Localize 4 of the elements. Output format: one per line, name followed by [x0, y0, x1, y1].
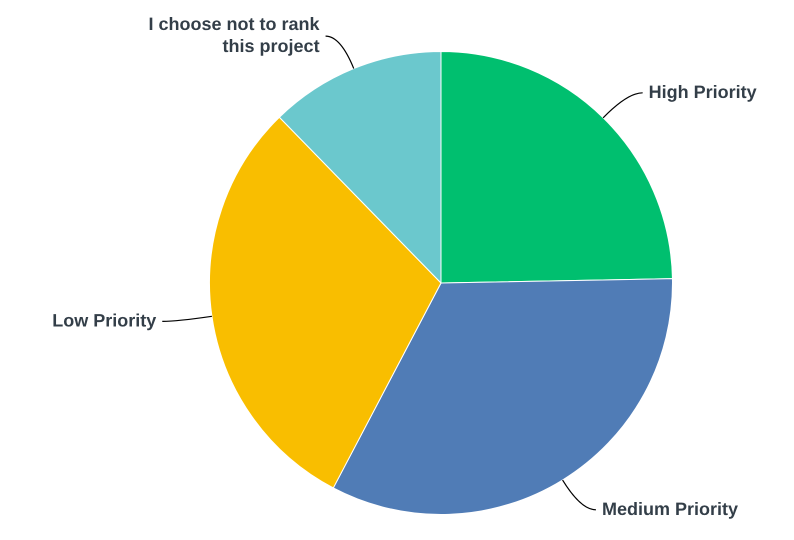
slice-label: High Priority [648, 82, 757, 102]
slice-label: Medium Priority [602, 498, 738, 519]
slice-label: I choose not to rank this project [148, 14, 321, 56]
slice-label: Low Priority [52, 310, 156, 330]
